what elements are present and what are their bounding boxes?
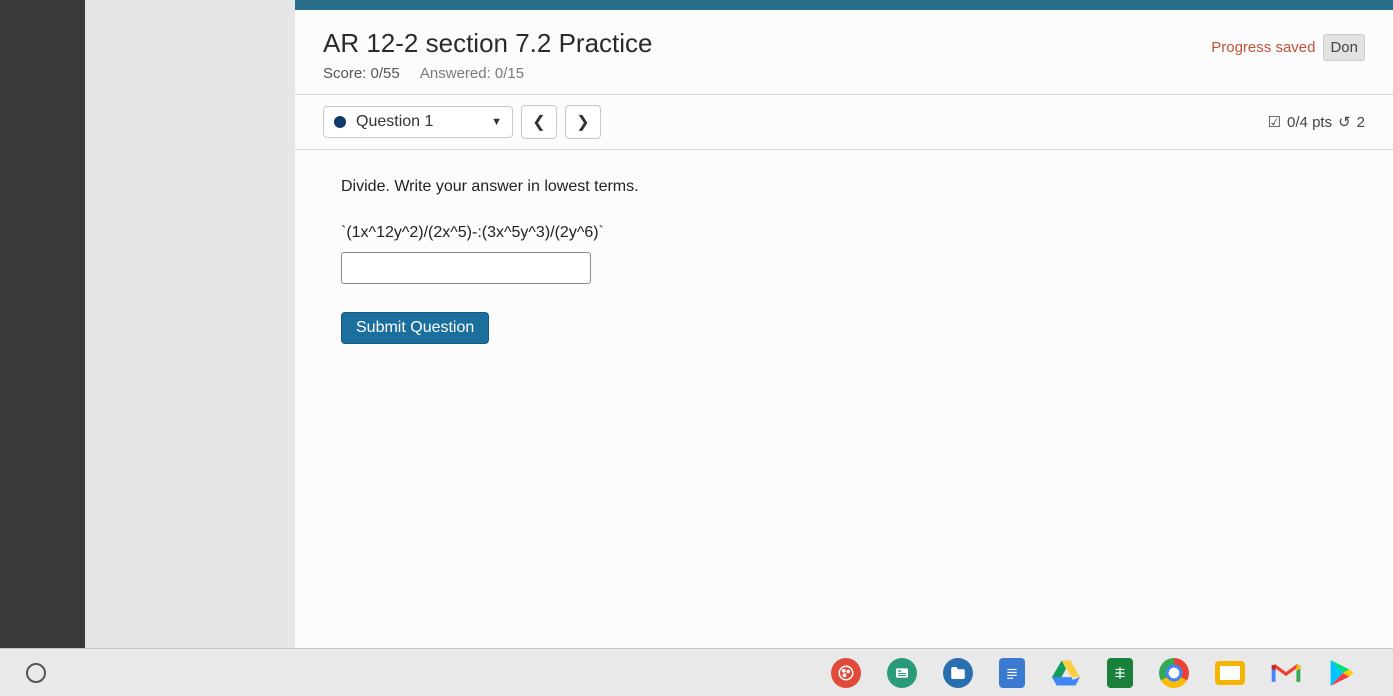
app-news-icon[interactable] [887, 658, 917, 688]
question-selector-label: Question 1 [356, 113, 491, 131]
checkbox-icon: ☑ [1268, 113, 1281, 131]
bezel-left [0, 0, 85, 660]
question-body: Divide. Write your answer in lowest term… [295, 150, 1393, 372]
header-left: AR 12-2 section 7.2 Practice Score: 0/55… [323, 28, 1211, 82]
chromeos-shelf [0, 648, 1393, 696]
course-topbar [295, 0, 1393, 10]
question-expression: `(1x^12y^2)/(2x^5)-:(3x^5y^3)/(2y^6)` [341, 224, 1347, 242]
app-docs-icon[interactable] [999, 658, 1025, 688]
launcher-icon[interactable] [26, 663, 46, 683]
points-label: 0/4 pts [1287, 114, 1332, 131]
app-chrome-icon[interactable] [1159, 658, 1189, 688]
app-gmail-icon[interactable] [1271, 658, 1301, 688]
question-nav: Question 1 ▼ ❮ ❯ ☑ 0/4 pts ↺ 2 [295, 95, 1393, 149]
app-sheets-icon[interactable] [1107, 658, 1133, 688]
app-slides-icon[interactable] [1215, 661, 1245, 685]
next-question-button[interactable]: ❯ [565, 105, 601, 139]
done-button[interactable]: Don [1323, 34, 1365, 61]
question-meta: ☑ 0/4 pts ↺ 2 [1268, 113, 1365, 131]
quiz-stats: Score: 0/55 Answered: 0/15 [323, 65, 1211, 82]
progress-saved-label: Progress saved [1211, 39, 1315, 56]
quiz-page: AR 12-2 section 7.2 Practice Score: 0/55… [295, 0, 1393, 660]
question-instructions: Divide. Write your answer in lowest term… [341, 178, 1347, 196]
answered-label: Answered: 0/15 [420, 65, 524, 82]
caret-down-icon: ▼ [491, 116, 502, 128]
retry-count: 2 [1357, 114, 1365, 131]
quiz-title: AR 12-2 section 7.2 Practice [323, 28, 1211, 59]
chevron-right-icon: ❯ [576, 112, 589, 132]
question-selector[interactable]: Question 1 ▼ [323, 106, 513, 138]
prev-question-button[interactable]: ❮ [521, 105, 557, 139]
app-files-icon[interactable] [943, 658, 973, 688]
retry-icon: ↺ [1338, 113, 1351, 131]
answer-input[interactable] [341, 252, 591, 284]
score-label: Score: 0/55 [323, 65, 400, 82]
header-right: Progress saved Don [1211, 28, 1365, 61]
question-status-dot-icon [334, 116, 346, 128]
browser-sidebar [85, 0, 295, 660]
app-drive-icon[interactable] [1051, 658, 1081, 688]
app-play-icon[interactable] [1327, 658, 1357, 688]
app-paint-icon[interactable] [831, 658, 861, 688]
submit-question-button[interactable]: Submit Question [341, 312, 489, 344]
shelf-apps [831, 658, 1367, 688]
quiz-header: AR 12-2 section 7.2 Practice Score: 0/55… [295, 10, 1393, 94]
chevron-left-icon: ❮ [532, 112, 545, 132]
